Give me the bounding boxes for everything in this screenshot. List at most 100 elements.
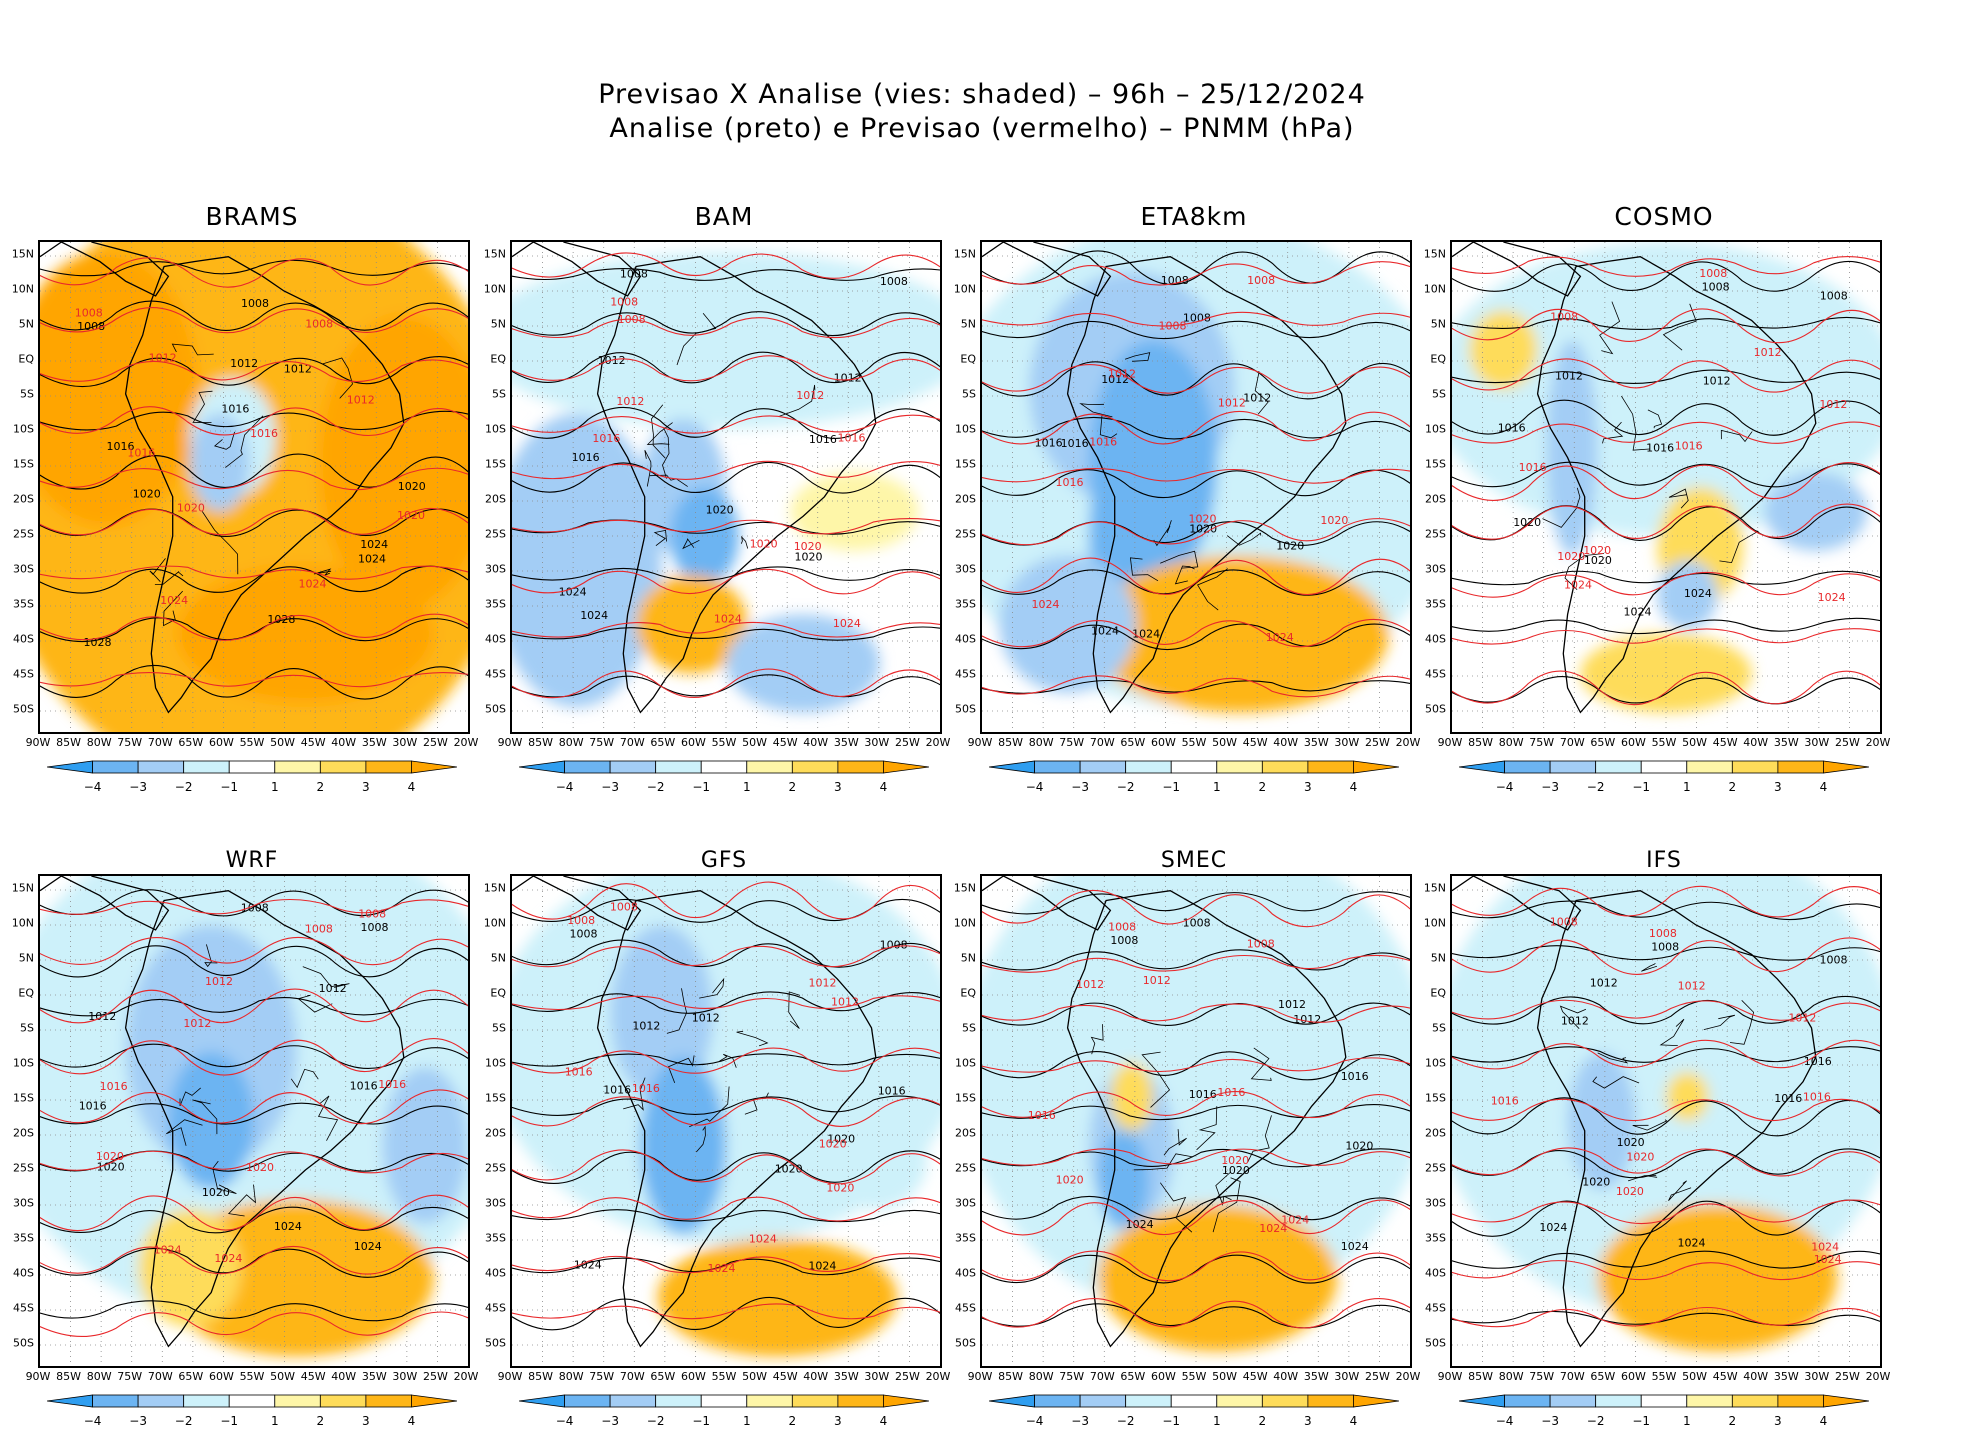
anomaly-blob [610, 925, 714, 1102]
colorbar-swatch [1034, 760, 1081, 774]
lon-label: 60W [1620, 1370, 1646, 1383]
lon-label: 30W [1804, 1370, 1830, 1383]
lon-label: 40W [331, 1370, 357, 1383]
lon-label: 85W [56, 1370, 81, 1383]
lat-label: 10N [483, 282, 506, 296]
isobar-label: 1020 [1557, 550, 1585, 563]
colorbar: −4 −3 −2 −1 1 2 3 4 [518, 1394, 930, 1432]
isobar-label: 1012 [1101, 373, 1129, 386]
lon-label: 75W [1529, 1370, 1555, 1383]
lon-label: 25W [1834, 1370, 1860, 1383]
lat-label: 45S [1425, 667, 1446, 681]
isobar-label: 1024 [1126, 1218, 1154, 1231]
isobar-label: 1024 [1684, 587, 1712, 600]
isobar-label: 1012 [616, 395, 644, 408]
lat-label: 45S [1425, 1301, 1446, 1315]
colorbar-tick: −4 [1025, 780, 1044, 794]
isobar-label: 1016 [1061, 437, 1089, 450]
isobar-label: 1008 [880, 275, 908, 288]
lon-label: 70W [1559, 736, 1585, 749]
colorbar-swatch [319, 760, 367, 774]
isobar-label: 1020 [1189, 513, 1217, 526]
isobar-label: 1020 [97, 1160, 125, 1173]
lon-label: 50W [742, 736, 767, 749]
lon-label: 80W [558, 736, 584, 749]
lon-label: 85W [998, 736, 1023, 749]
lon-label: 50W [742, 1370, 767, 1383]
lon-label: 55W [239, 736, 265, 749]
isobar-label: 1016 [1341, 1070, 1369, 1083]
isobar-label: 1020 [1626, 1150, 1654, 1163]
lat-label: 5N [960, 317, 976, 331]
lon-label: 45W [1712, 736, 1738, 749]
pressure-anomaly-map: 1008 1008 1012 1012 1016 1016 1020 1020 1024 1024… [38, 240, 470, 734]
colorbar-tick: 3 [1774, 780, 1782, 794]
lat-label: 50S [1425, 702, 1446, 716]
lat-label: EQ [960, 986, 976, 1000]
lon-label: 90W [967, 736, 993, 749]
isobar-label: 1024 [1564, 579, 1592, 592]
panel-title: GFS [700, 848, 748, 873]
isobar-label: 1012 [1703, 375, 1731, 388]
colorbar-swatch [1261, 1394, 1309, 1408]
colorbar-swatch [609, 1394, 657, 1408]
lat-label: 10S [1425, 1056, 1446, 1070]
isobar-label: 1016 [603, 1084, 631, 1097]
lon-label: 35W [1303, 736, 1329, 749]
colorbar-tick: −4 [555, 780, 574, 794]
isobar-label: 1020 [1189, 523, 1217, 536]
lat-label: 45S [485, 1301, 506, 1315]
isobar-label: 1020 [1221, 1154, 1249, 1167]
lat-label: 5N [18, 317, 34, 331]
lon-label: 45W [1712, 1370, 1738, 1383]
pressure-anomaly-map: 1008 1008 1012 1012 1016 1016 1020 1020 1024 1024… [510, 874, 942, 1368]
colorbar-swatch [1170, 1394, 1218, 1408]
lon-label: 55W [1181, 736, 1207, 749]
lat-label: EQ [18, 352, 34, 366]
isobar-label: 1012 [1561, 1015, 1589, 1028]
anomaly-blob [512, 413, 662, 708]
lon-label: 70W [147, 1370, 173, 1383]
isobar-label: 1008 [610, 901, 638, 914]
colorbar-tick: −1 [692, 1414, 711, 1428]
isobar-label: 1020 [1584, 554, 1612, 567]
lon-label: 25W [894, 1370, 920, 1383]
colorbar-tick: −1 [692, 780, 711, 794]
isobar-label: 1020 [795, 550, 823, 563]
anomaly-blob [168, 1052, 254, 1190]
lat-label: 25S [485, 1161, 506, 1175]
colorbar-tick: 4 [1819, 1414, 1828, 1428]
lat-label: 15N [483, 881, 506, 895]
anomaly-blob [670, 487, 739, 585]
anomaly-shading [1452, 242, 1880, 713]
isobar-label: 1016 [1498, 422, 1526, 435]
isobar-label: 1016 [878, 1085, 906, 1098]
forecast-isobars [40, 898, 468, 1337]
lon-label: 90W [497, 736, 523, 749]
colorbar-tick: 3 [362, 1414, 370, 1428]
lon-label: 45W [772, 1370, 798, 1383]
colorbar-tick: 2 [788, 780, 797, 794]
lon-label: 30W [392, 736, 418, 749]
colorbar-swatches [518, 1394, 930, 1408]
isobar-label: 1008 [1702, 281, 1730, 294]
colorbar-swatch [700, 760, 748, 774]
isobar-label: 1020 [1056, 1173, 1084, 1186]
lon-label: 80W [1498, 1370, 1524, 1383]
colorbar: −4 −3 −2 −1 1 2 3 4 [46, 760, 458, 798]
colorbar-tick: 2 [1728, 780, 1737, 794]
isobar-label: 1012 [834, 372, 862, 385]
anomaly-shading [40, 242, 468, 732]
lon-label: 40W [1273, 736, 1299, 749]
forecast-isobars [982, 889, 1410, 1329]
lat-label: 10N [483, 916, 506, 930]
lat-label: 15S [485, 1091, 506, 1105]
colorbar-swatch [137, 760, 185, 774]
isobar-label: 1016 [1189, 1088, 1217, 1101]
colorbar-swatch [655, 1394, 702, 1408]
isobar-label: 1012 [284, 363, 312, 376]
lat-label: 25S [955, 1161, 976, 1175]
lat-label: 40S [13, 632, 34, 646]
isobar-label: 1012 [319, 982, 347, 995]
